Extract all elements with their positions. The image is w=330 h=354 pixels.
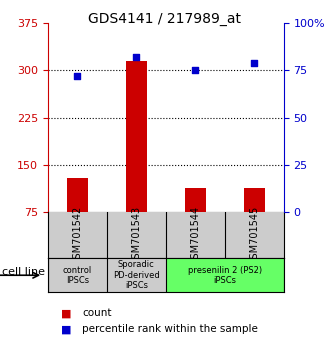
Text: ■: ■ [61,324,72,334]
Text: GSM701543: GSM701543 [131,206,141,265]
Bar [166,258,284,292]
Text: GSM701545: GSM701545 [249,206,259,265]
Bar [48,258,107,292]
Text: ■: ■ [61,308,72,318]
Point [252,60,257,65]
Bar [107,258,166,292]
Text: count: count [82,308,112,318]
Point [193,68,198,73]
Text: Sporadic
PD-derived
iPSCs: Sporadic PD-derived iPSCs [113,260,160,290]
Text: cell line: cell line [2,267,45,277]
Text: percentile rank within the sample: percentile rank within the sample [82,324,258,334]
Point [134,54,139,60]
Text: control
IPSCs: control IPSCs [63,266,92,285]
Bar [67,178,88,212]
Text: GSM701544: GSM701544 [190,206,200,265]
Text: presenilin 2 (PS2)
iPSCs: presenilin 2 (PS2) iPSCs [188,266,262,285]
Bar [126,61,147,212]
Text: GSM701542: GSM701542 [72,206,82,265]
Point [75,73,80,79]
Text: GDS4141 / 217989_at: GDS4141 / 217989_at [88,12,242,27]
Bar [185,188,206,212]
Bar [244,188,265,212]
